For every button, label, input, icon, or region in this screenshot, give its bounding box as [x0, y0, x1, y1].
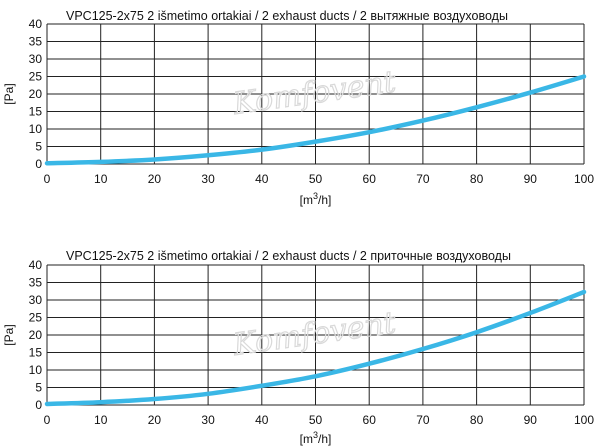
y-tick-label: 25	[29, 70, 43, 84]
x-tick-label: 20	[148, 413, 162, 427]
chart-title: VPC125-2x75 2 išmetimo ortakiai / 2 exha…	[66, 249, 511, 263]
y-tick-label: 35	[29, 35, 43, 49]
chart-1: 0 10 20 30 40 50 60 70 80 90 100 0 5 10 15 20 25 30 35 40 VP…	[2, 9, 594, 207]
y-tick-label: 30	[29, 293, 43, 307]
y-tick-label: 20	[29, 87, 43, 101]
y-tick-label: 5	[35, 381, 42, 395]
y-axis-label: [Pa]	[2, 324, 16, 345]
x-tick-label: 80	[470, 413, 484, 427]
x-axis-label: [m3/h]	[300, 191, 332, 207]
x-tick-label: 90	[524, 413, 538, 427]
x-tick-label: 80	[470, 172, 484, 186]
y-tick-label: 5	[35, 140, 42, 154]
y-tick-label: 20	[29, 328, 43, 342]
x-tick-label: 30	[201, 172, 215, 186]
y-tick-label: 25	[29, 311, 43, 325]
x-tick-label: 40	[255, 413, 269, 427]
y-tick-label: 15	[29, 346, 43, 360]
chart-title: VPC125-2x75 2 išmetimo ortakiai / 2 exha…	[66, 9, 508, 23]
x-tick-label: 0	[44, 413, 51, 427]
y-tick-label: 35	[29, 276, 43, 290]
y-axis-label: [Pa]	[2, 83, 16, 104]
x-tick-label: 90	[524, 172, 538, 186]
x-tick-label: 70	[416, 172, 430, 186]
x-tick-label: 70	[416, 413, 430, 427]
x-tick-label: 10	[94, 172, 108, 186]
x-tick-label: 60	[363, 172, 377, 186]
x-tick-label: 30	[201, 413, 215, 427]
y-tick-label: 40	[29, 17, 43, 31]
series-line	[44, 289, 587, 407]
x-tick-label: 10	[94, 413, 108, 427]
series-line	[44, 74, 587, 166]
x-tick-label: 100	[574, 413, 594, 427]
x-tick-label: 50	[309, 172, 323, 186]
y-tick-label: 0	[35, 157, 42, 171]
y-tick-label: 15	[29, 105, 43, 119]
watermark: Komfovent	[230, 64, 399, 122]
y-tick-label: 40	[29, 258, 43, 272]
x-tick-label: 100	[574, 172, 594, 186]
x-axis-label: [m3/h]	[300, 430, 332, 446]
x-tick-label: 60	[363, 413, 377, 427]
y-tick-label: 10	[29, 363, 43, 377]
y-tick-label: 10	[29, 122, 43, 136]
y-tick-label: 0	[35, 398, 42, 412]
x-tick-label: 0	[44, 172, 51, 186]
x-tick-label: 20	[148, 172, 162, 186]
x-tick-label: 40	[255, 172, 269, 186]
x-tick-label: 50	[309, 413, 323, 427]
watermark: Komfovent	[230, 305, 399, 363]
y-tick-label: 30	[29, 52, 43, 66]
chart-2: 0 10 20 30 40 50 60 70 80 90 100 0 5 10 15 20 25 30 35 40 VP…	[2, 249, 594, 446]
